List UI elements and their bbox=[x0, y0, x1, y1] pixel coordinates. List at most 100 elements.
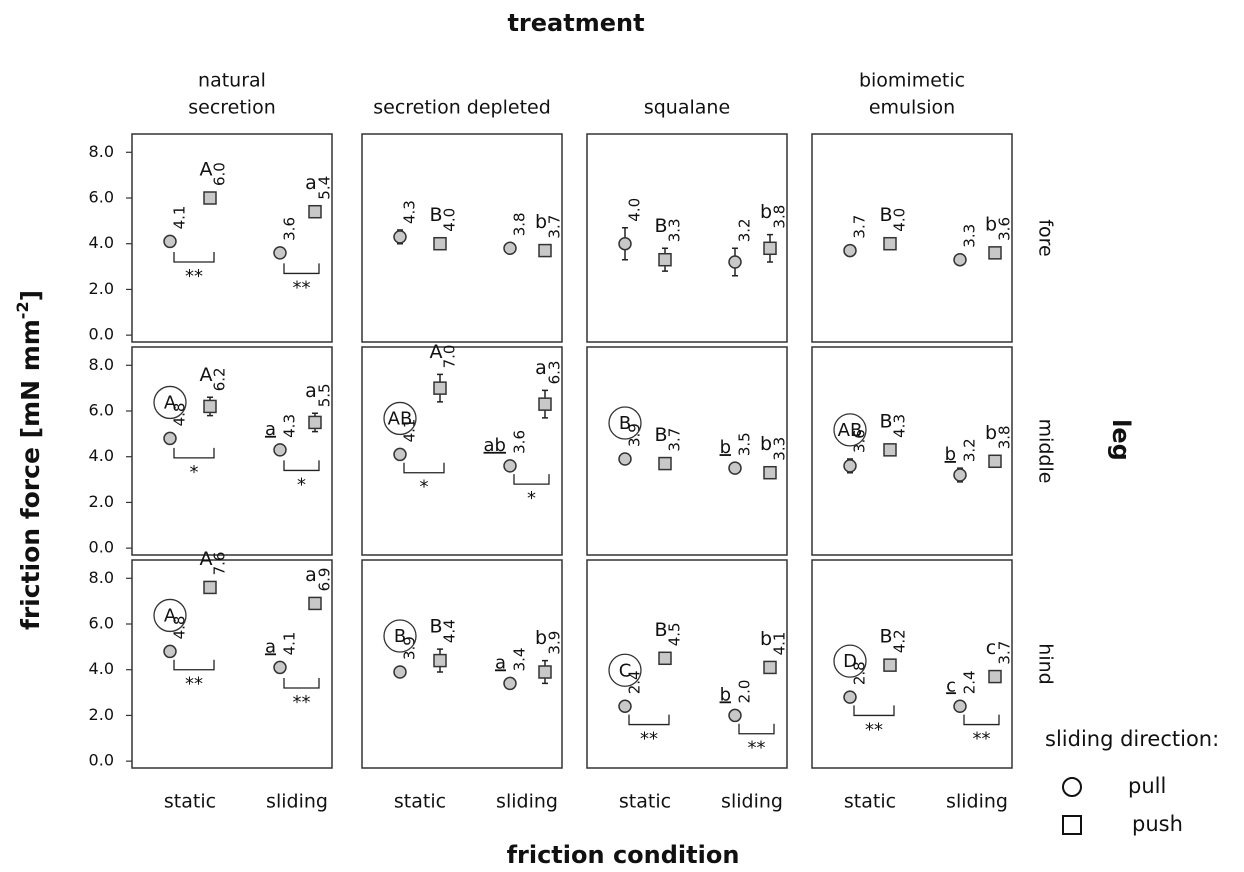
value-label: 3.2 bbox=[961, 438, 979, 462]
x-tick-label: sliding bbox=[946, 791, 1008, 813]
point bbox=[163, 431, 177, 446]
group-letter: AB bbox=[838, 420, 863, 441]
y-axis-label-sup: -2 bbox=[13, 301, 32, 319]
column-label: emulsion bbox=[869, 97, 955, 119]
value-label: 3.8 bbox=[996, 425, 1014, 449]
significance-bracket bbox=[628, 714, 670, 726]
y-tick-label: 4.0 bbox=[89, 233, 114, 252]
value-label: 4.3 bbox=[401, 200, 419, 224]
column-label: squalane bbox=[644, 97, 730, 119]
y-tick-label: 8.0 bbox=[89, 142, 114, 161]
y-tick-label: 8.0 bbox=[89, 355, 114, 374]
chart-title: treatment bbox=[507, 9, 644, 37]
group-letter: b bbox=[720, 684, 731, 705]
significance-bracket bbox=[173, 252, 215, 263]
row-label: hind bbox=[1035, 643, 1057, 684]
significance-label: ** bbox=[640, 729, 658, 750]
value-label: 2.4 bbox=[626, 670, 644, 694]
group-letter: B bbox=[879, 410, 892, 432]
y-tick-label: 4.0 bbox=[89, 659, 114, 678]
significance-label: ** bbox=[293, 692, 311, 713]
value-label: 4.8 bbox=[171, 616, 189, 640]
point bbox=[503, 459, 517, 473]
significance-label: ** bbox=[748, 738, 766, 759]
value-label: 4.5 bbox=[666, 622, 684, 646]
significance-label: ** bbox=[185, 674, 203, 695]
significance-label: ** bbox=[185, 266, 203, 287]
point bbox=[393, 447, 407, 462]
group-letter: A bbox=[200, 364, 213, 386]
value-label: 3.3 bbox=[666, 218, 684, 242]
group-letter: ab bbox=[484, 435, 506, 456]
panel-frame bbox=[131, 559, 333, 769]
group-letter: AB bbox=[388, 408, 413, 429]
value-label: 4.2 bbox=[891, 629, 909, 653]
y-tick-label: 2.0 bbox=[89, 705, 114, 724]
letter-circle bbox=[608, 653, 642, 687]
point bbox=[433, 653, 447, 668]
significance-bracket bbox=[738, 723, 775, 735]
x-axis-label: friction condition bbox=[507, 841, 740, 869]
group-letter: b bbox=[985, 422, 997, 444]
group-letter: B bbox=[429, 204, 442, 226]
x-tick-label: static bbox=[844, 791, 896, 813]
point bbox=[393, 230, 407, 244]
group-letter: c bbox=[986, 637, 996, 659]
letter-circle bbox=[383, 619, 417, 653]
value-label: 3.5 bbox=[736, 432, 754, 456]
point bbox=[163, 234, 177, 249]
point bbox=[273, 660, 287, 675]
significance-bracket bbox=[963, 714, 1000, 726]
value-label: 4.0 bbox=[441, 208, 459, 232]
point bbox=[273, 246, 287, 260]
value-label: 3.4 bbox=[511, 648, 529, 672]
value-label: 4.0 bbox=[626, 198, 644, 222]
value-label: 2.8 bbox=[851, 661, 869, 685]
letter-circle bbox=[833, 413, 867, 447]
group-letter: A bbox=[430, 341, 443, 363]
value-label: 4.1 bbox=[281, 632, 299, 656]
y-tick-label: 0.0 bbox=[89, 751, 114, 770]
point bbox=[953, 468, 967, 482]
point bbox=[988, 246, 1002, 260]
letter-circle bbox=[153, 598, 187, 633]
group-letter: a bbox=[305, 172, 317, 194]
point bbox=[618, 452, 632, 466]
group-letter: B bbox=[654, 424, 667, 446]
group-letter: a bbox=[265, 636, 276, 657]
group-letter: A bbox=[164, 605, 177, 626]
point bbox=[393, 665, 407, 679]
x-tick-label: sliding bbox=[721, 791, 783, 813]
significance-bracket bbox=[853, 705, 895, 717]
point bbox=[883, 236, 897, 251]
point bbox=[883, 658, 897, 672]
point bbox=[988, 669, 1002, 684]
value-label: 3.9 bbox=[401, 636, 419, 660]
point bbox=[883, 443, 897, 457]
group-letter: a bbox=[265, 419, 276, 440]
group-letter: B bbox=[879, 204, 892, 226]
row-label: fore bbox=[1035, 219, 1057, 256]
panel-frame bbox=[586, 346, 788, 556]
panel-frame bbox=[361, 133, 563, 343]
group-letter: C bbox=[619, 660, 632, 681]
y-axis-label-text: friction force [mN mm bbox=[16, 319, 45, 630]
group-letter: b bbox=[760, 433, 772, 455]
group-letter: b bbox=[720, 437, 731, 458]
panel-frame bbox=[361, 346, 563, 556]
value-label: 3.7 bbox=[666, 428, 684, 452]
value-label: 3.3 bbox=[961, 224, 979, 248]
value-label: 5.5 bbox=[316, 383, 334, 407]
group-letter: B bbox=[394, 626, 406, 647]
significance-bracket bbox=[283, 263, 320, 275]
group-letter: b bbox=[535, 627, 547, 649]
point bbox=[728, 461, 742, 475]
value-label: 3.9 bbox=[626, 423, 644, 447]
point bbox=[728, 708, 742, 723]
legend-label: push bbox=[1132, 812, 1183, 836]
value-label: 7.0 bbox=[441, 345, 459, 369]
x-tick-label: static bbox=[619, 791, 671, 813]
value-label: 3.6 bbox=[511, 430, 529, 454]
point bbox=[988, 454, 1002, 469]
legend-marker bbox=[1062, 815, 1082, 835]
